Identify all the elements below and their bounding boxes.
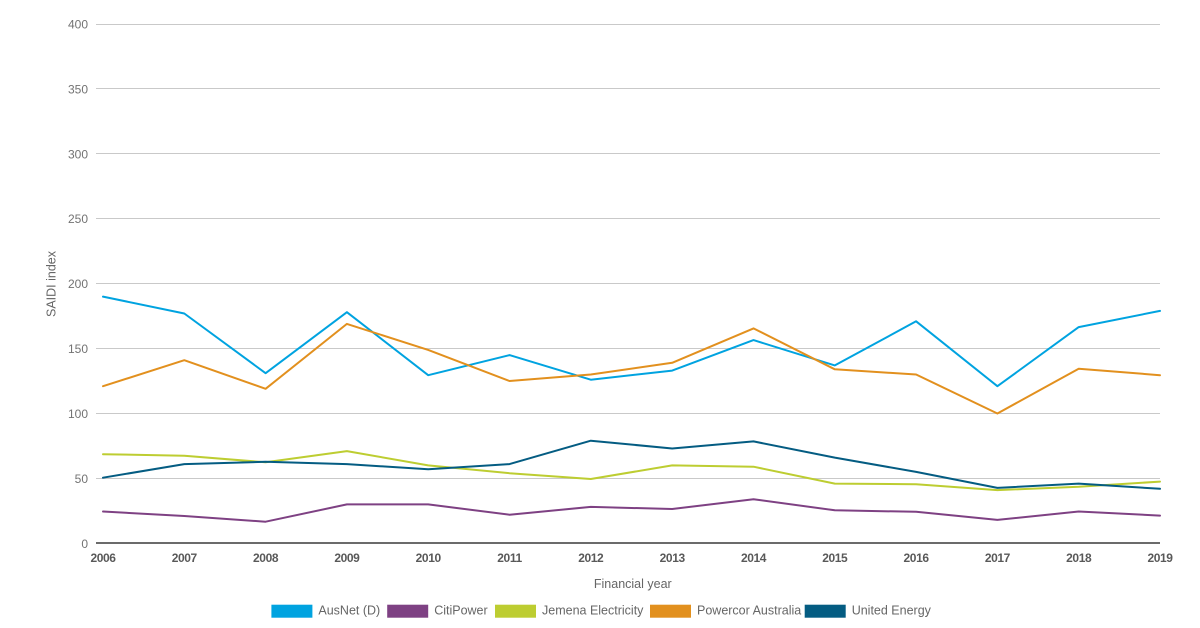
svg-text:2017: 2017 xyxy=(985,551,1011,565)
svg-text:Powercor Australia: Powercor Australia xyxy=(697,603,801,617)
svg-text:2018: 2018 xyxy=(1066,551,1092,565)
svg-text:0: 0 xyxy=(81,537,88,551)
svg-text:Jemena Electricity: Jemena Electricity xyxy=(542,603,644,617)
svg-text:2019: 2019 xyxy=(1147,551,1173,565)
svg-text:2016: 2016 xyxy=(904,551,930,565)
svg-text:2015: 2015 xyxy=(822,551,848,565)
svg-text:2014: 2014 xyxy=(741,551,767,565)
svg-text:2013: 2013 xyxy=(660,551,686,565)
svg-text:200: 200 xyxy=(68,277,88,291)
svg-text:United Energy: United Energy xyxy=(852,603,932,617)
svg-text:CitiPower: CitiPower xyxy=(434,603,488,617)
svg-text:150: 150 xyxy=(68,342,88,356)
svg-text:Financial year: Financial year xyxy=(594,577,672,591)
svg-text:2009: 2009 xyxy=(334,551,360,565)
svg-text:350: 350 xyxy=(68,82,88,96)
svg-text:2011: 2011 xyxy=(497,551,522,565)
svg-text:100: 100 xyxy=(68,407,88,421)
svg-text:400: 400 xyxy=(68,18,88,32)
svg-text:2012: 2012 xyxy=(578,551,604,565)
svg-text:AusNet (D): AusNet (D) xyxy=(318,603,380,617)
svg-text:SAIDI index: SAIDI index xyxy=(44,250,58,317)
svg-text:2006: 2006 xyxy=(90,551,116,565)
svg-text:250: 250 xyxy=(68,212,88,226)
svg-text:2008: 2008 xyxy=(253,551,279,565)
svg-text:2007: 2007 xyxy=(172,551,198,565)
svg-text:2010: 2010 xyxy=(416,551,442,565)
svg-text:50: 50 xyxy=(75,472,89,486)
svg-text:300: 300 xyxy=(68,147,88,161)
